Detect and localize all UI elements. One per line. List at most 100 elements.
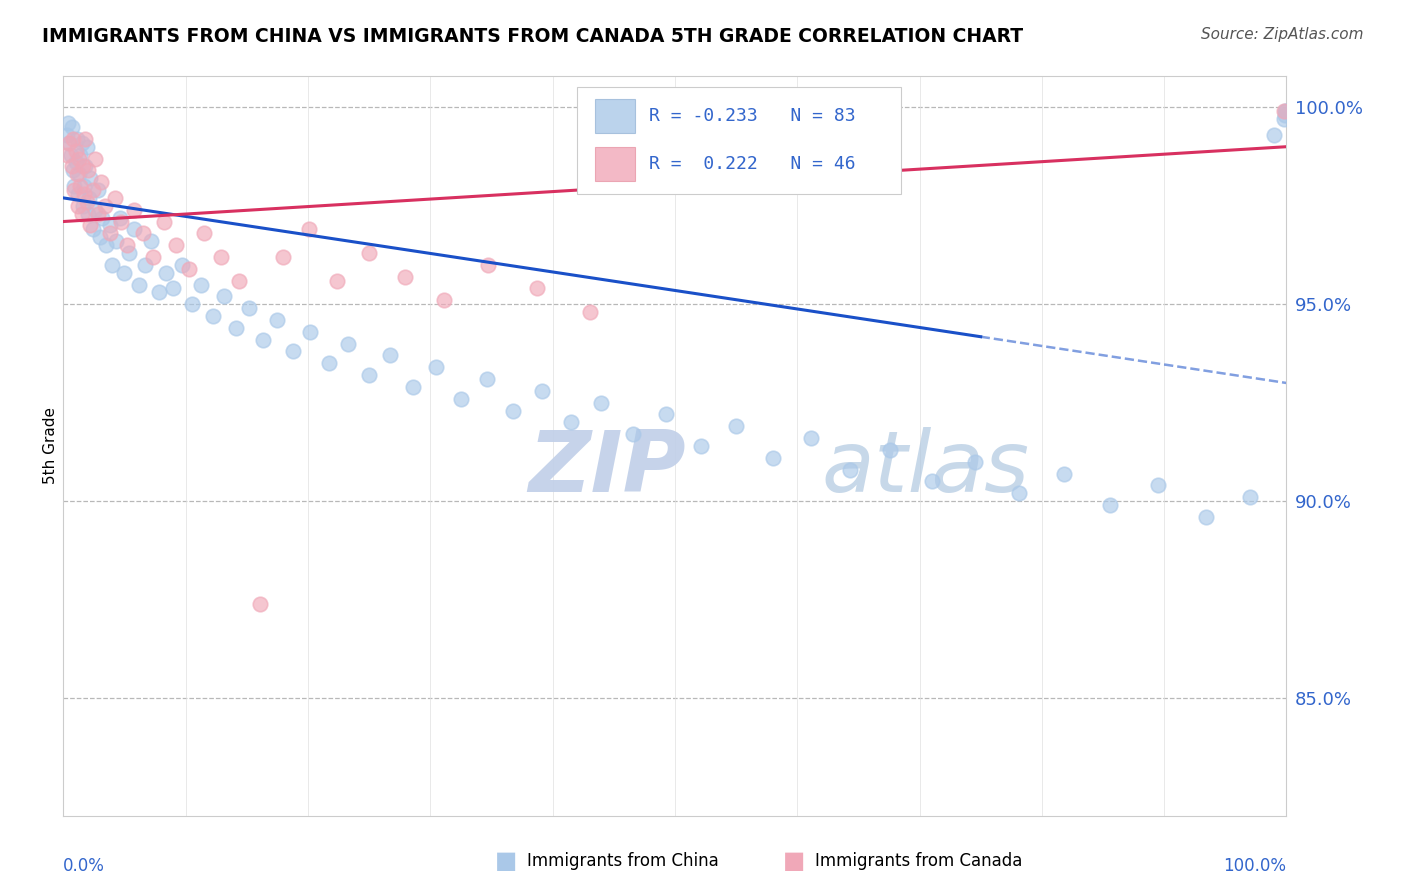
Point xyxy=(69,179,91,194)
Point xyxy=(67,152,90,166)
Point xyxy=(56,128,79,142)
Point xyxy=(79,171,101,186)
Point xyxy=(148,285,170,300)
Text: Immigrants from Canada: Immigrants from Canada xyxy=(815,852,1022,870)
Point xyxy=(394,269,416,284)
Point xyxy=(357,246,380,260)
Point xyxy=(526,281,548,295)
Point xyxy=(70,207,93,221)
Point xyxy=(65,155,87,169)
Point xyxy=(59,147,82,161)
Point xyxy=(122,222,145,236)
Point xyxy=(63,183,86,197)
Point xyxy=(621,427,644,442)
Point xyxy=(76,194,98,209)
Point xyxy=(114,266,135,280)
Point xyxy=(1263,128,1285,142)
Point xyxy=(425,360,447,375)
Point xyxy=(1275,104,1298,119)
Point xyxy=(94,199,117,213)
Point xyxy=(337,336,360,351)
Point xyxy=(142,250,165,264)
Text: ZIP: ZIP xyxy=(529,426,686,509)
Point xyxy=(357,368,380,383)
Point xyxy=(76,163,98,178)
Point xyxy=(94,238,117,252)
Point xyxy=(179,261,201,276)
Point xyxy=(252,333,274,347)
Point xyxy=(655,408,678,422)
FancyBboxPatch shape xyxy=(576,87,901,194)
Text: ■: ■ xyxy=(495,849,517,872)
Point xyxy=(82,222,104,236)
Text: Source: ZipAtlas.com: Source: ZipAtlas.com xyxy=(1201,27,1364,42)
Point xyxy=(249,597,271,611)
Point xyxy=(56,116,79,130)
Point xyxy=(73,186,96,201)
Point xyxy=(115,238,138,252)
Point xyxy=(67,167,90,181)
Point xyxy=(963,455,986,469)
Point xyxy=(134,258,156,272)
Text: 100.0%: 100.0% xyxy=(1223,857,1286,875)
Text: ■: ■ xyxy=(783,849,806,872)
Point xyxy=(118,246,141,260)
Point xyxy=(502,403,524,417)
Point xyxy=(86,207,108,221)
Point xyxy=(75,160,97,174)
Point xyxy=(91,211,114,225)
Text: R = -0.233   N = 83: R = -0.233 N = 83 xyxy=(650,107,856,125)
Point xyxy=(86,183,108,197)
Point xyxy=(141,234,163,248)
Point xyxy=(1274,104,1296,119)
Point xyxy=(560,416,582,430)
Point xyxy=(1007,486,1029,500)
Point xyxy=(70,136,93,150)
Text: IMMIGRANTS FROM CHINA VS IMMIGRANTS FROM CANADA 5TH GRADE CORRELATION CHART: IMMIGRANTS FROM CHINA VS IMMIGRANTS FROM… xyxy=(42,27,1024,45)
Point xyxy=(162,281,184,295)
Point xyxy=(762,450,785,465)
Point xyxy=(128,277,150,292)
Point xyxy=(90,175,112,189)
Point xyxy=(1147,478,1170,492)
Point xyxy=(58,136,80,150)
Point xyxy=(193,227,215,241)
Point xyxy=(66,186,89,201)
Point xyxy=(101,258,124,272)
Point xyxy=(530,384,553,398)
Point xyxy=(180,297,202,311)
Point xyxy=(1195,509,1218,524)
Point xyxy=(75,132,97,146)
Point xyxy=(579,305,602,319)
Point xyxy=(58,136,80,150)
Point xyxy=(170,258,193,272)
Point xyxy=(1053,467,1076,481)
Point xyxy=(318,356,340,370)
Text: Immigrants from China: Immigrants from China xyxy=(527,852,718,870)
Point xyxy=(725,419,748,434)
Point xyxy=(152,214,174,228)
Point xyxy=(273,250,295,264)
Point xyxy=(402,380,425,394)
Point xyxy=(800,431,823,445)
Point xyxy=(108,211,131,225)
Point xyxy=(591,395,613,409)
Point xyxy=(450,392,472,406)
Point xyxy=(477,258,499,272)
Point xyxy=(76,207,98,221)
Point xyxy=(66,199,89,213)
Point xyxy=(165,238,187,252)
Point xyxy=(72,199,94,213)
Point xyxy=(838,462,860,476)
Point xyxy=(104,234,127,248)
Point xyxy=(60,120,83,134)
Point xyxy=(1272,104,1295,119)
Text: atlas: atlas xyxy=(821,426,1029,509)
Point xyxy=(56,147,79,161)
Point xyxy=(79,219,101,233)
FancyBboxPatch shape xyxy=(595,147,634,181)
Point xyxy=(209,250,232,264)
Point xyxy=(62,132,84,146)
Point xyxy=(689,439,711,453)
Point xyxy=(326,274,349,288)
